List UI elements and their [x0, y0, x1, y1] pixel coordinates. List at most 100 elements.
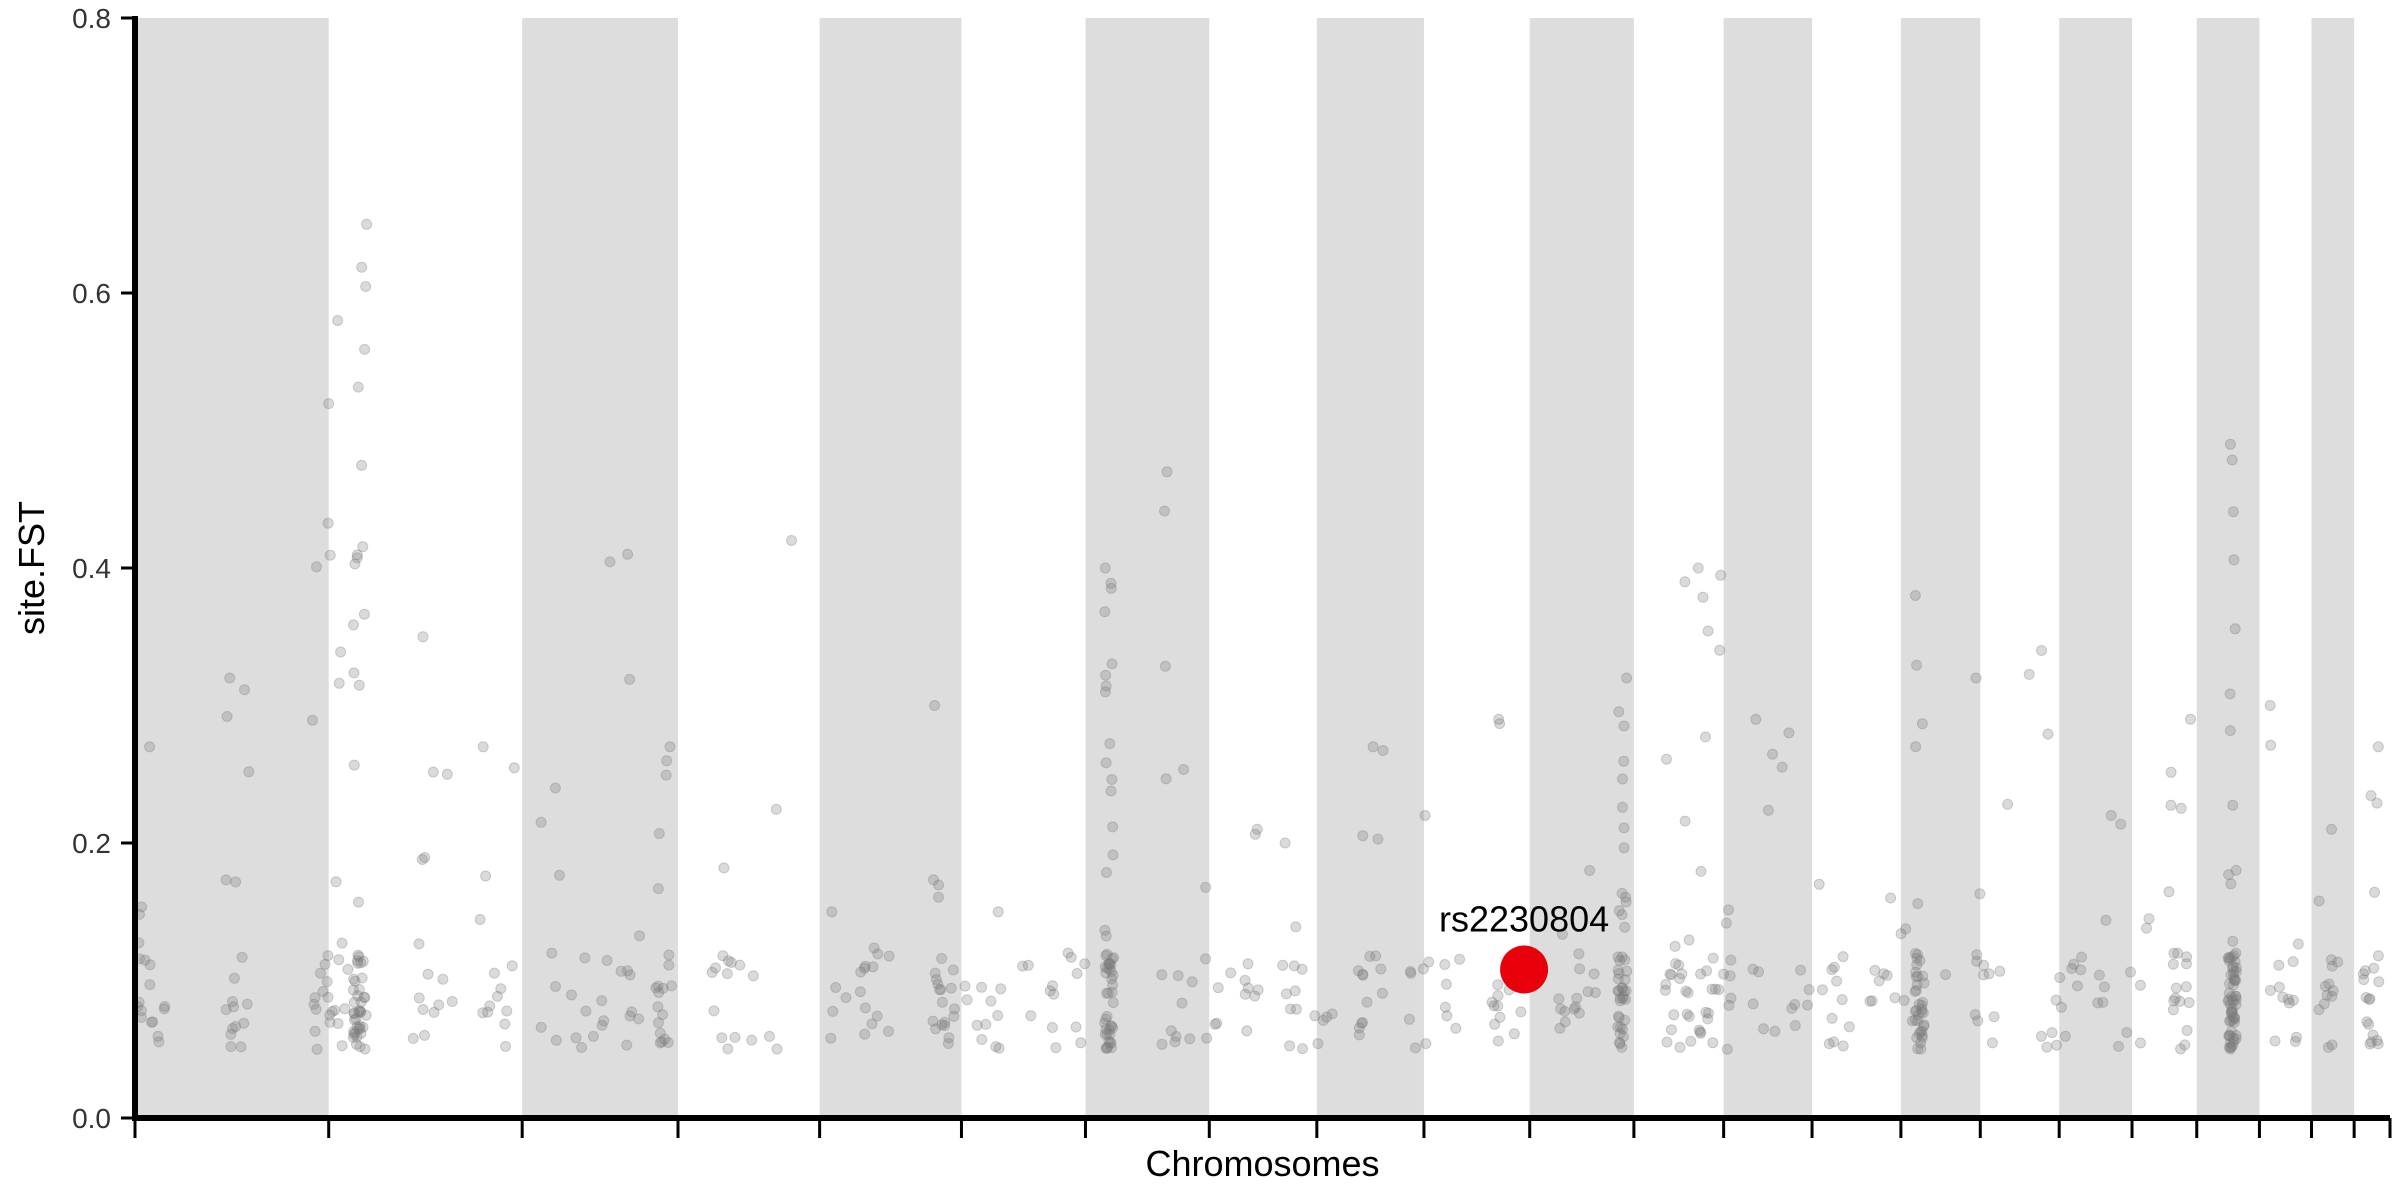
data-point: [307, 714, 318, 726]
data-point: [1614, 1037, 1625, 1048]
data-point: [1100, 680, 1112, 692]
data-point: [622, 965, 633, 977]
data-point: [2168, 995, 2180, 1007]
data-point: [1492, 990, 1504, 1002]
data-point: [351, 1021, 363, 1033]
data-point: [2322, 1041, 2334, 1053]
data-point: [2222, 995, 2234, 1007]
data-point: [1017, 960, 1029, 972]
data-point: [935, 984, 947, 996]
data-point: [2175, 802, 2187, 814]
data-point: [2105, 810, 2117, 821]
data-point: [1831, 975, 1843, 987]
data-point: [1674, 973, 1686, 984]
data-point: [2175, 1043, 2187, 1055]
data-point: [1515, 1006, 1527, 1018]
data-point: [2372, 950, 2384, 962]
data-point: [228, 972, 240, 984]
data-point: [1873, 975, 1885, 987]
data-point: [1828, 961, 1840, 973]
chromosome-band: [1723, 18, 1813, 1118]
data-point: [354, 1006, 366, 1018]
data-point: [2167, 1004, 2179, 1016]
data-point: [1898, 994, 1910, 1006]
data-point: [1916, 1032, 1928, 1044]
data-point: [351, 1038, 362, 1050]
data-point: [1101, 1042, 1113, 1054]
data-point: [506, 960, 518, 972]
data-point: [311, 1043, 323, 1055]
data-point: [422, 968, 434, 980]
data-point: [2093, 969, 2105, 981]
data-point: [220, 1004, 232, 1016]
data-point: [332, 1018, 344, 1029]
data-point: [1940, 969, 1952, 981]
data-point: [1680, 985, 1692, 997]
data-point: [1280, 988, 1292, 1000]
data-point: [2170, 982, 2182, 994]
data-point: [535, 816, 547, 828]
data-point: [2323, 978, 2335, 990]
data-point: [1618, 755, 1630, 767]
data-point: [859, 962, 870, 974]
data-point: [488, 967, 500, 979]
data-point: [1614, 955, 1626, 966]
data-point: [144, 979, 156, 991]
data-point: [1614, 1028, 1626, 1040]
y-tick-label: 0.0: [72, 1103, 111, 1134]
data-point: [1685, 1035, 1697, 1047]
data-point: [1695, 1027, 1707, 1039]
data-point: [2041, 1041, 2053, 1053]
data-point: [579, 952, 591, 964]
data-point: [2287, 994, 2299, 1006]
data-point: [2226, 951, 2238, 963]
data-point: [1326, 1008, 1338, 1020]
data-point: [1618, 822, 1630, 834]
data-point: [2042, 728, 2054, 740]
highlight-group: rs2230804: [1439, 899, 1609, 994]
data-point: [1723, 904, 1734, 916]
data-point: [355, 1006, 367, 1018]
data-point: [2072, 980, 2083, 992]
data-point: [1988, 1011, 2000, 1023]
data-point: [2055, 1001, 2067, 1013]
data-point: [347, 1032, 359, 1043]
data-point: [2321, 989, 2333, 1001]
data-point: [2326, 990, 2338, 1002]
data-point: [1099, 686, 1111, 698]
data-point: [1100, 930, 1112, 942]
data-point: [2224, 978, 2235, 990]
data-point: [1702, 625, 1714, 637]
data-point: [1312, 1038, 1324, 1050]
data-point: [1492, 979, 1504, 991]
data-point: [1701, 965, 1713, 977]
data-point: [2076, 951, 2088, 963]
data-point: [2224, 1029, 2236, 1041]
data-point: [2229, 956, 2241, 968]
data-point: [230, 1021, 242, 1032]
data-point: [501, 1005, 513, 1017]
chromosome-band: [2311, 18, 2355, 1118]
data-point: [2332, 956, 2344, 968]
data-point: [1994, 965, 2006, 977]
data-point: [932, 978, 944, 990]
data-point: [2225, 1042, 2237, 1053]
data-point: [2113, 1040, 2124, 1052]
data-point: [350, 1013, 362, 1025]
data-point: [1715, 569, 1727, 581]
data-point: [1105, 785, 1117, 797]
data-point: [353, 679, 365, 691]
data-point: [1909, 1014, 1921, 1026]
data-point: [322, 991, 334, 1003]
data-point: [2180, 981, 2192, 993]
data-point: [348, 619, 359, 631]
data-point: [1916, 718, 1928, 730]
data-point: [2226, 1006, 2238, 1018]
data-point: [747, 970, 759, 982]
data-point: [2228, 973, 2240, 984]
data-point: [417, 631, 429, 643]
data-point: [1776, 761, 1788, 773]
data-point: [2167, 958, 2179, 970]
data-point: [624, 1010, 636, 1022]
data-point: [2225, 969, 2237, 981]
